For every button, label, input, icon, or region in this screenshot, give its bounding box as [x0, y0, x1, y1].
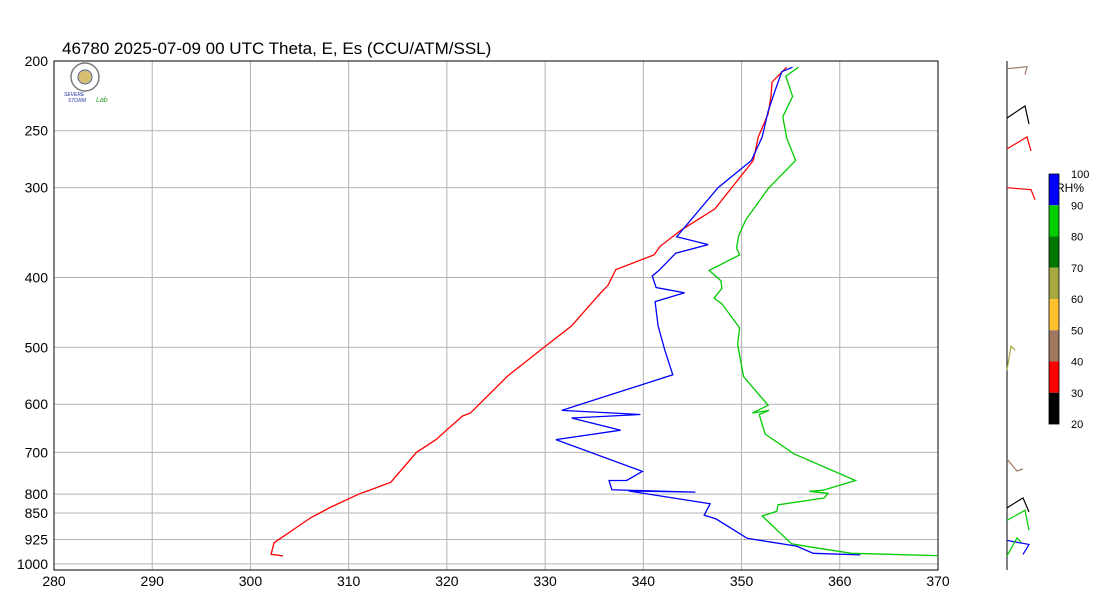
- y-tick-label: 850: [25, 505, 49, 521]
- rh-legend-tick: 50: [1071, 325, 1083, 337]
- rh-legend-label: RH%: [1056, 181, 1084, 195]
- series-group: [270, 66, 938, 557]
- x-tick-label: 350: [730, 573, 754, 589]
- rh-legend-swatch: [1049, 236, 1059, 268]
- wind-barb: [1006, 104, 1030, 125]
- y-tick-label: 600: [25, 396, 49, 412]
- wind-barb: [1006, 66, 1028, 75]
- y-tick-label: 925: [25, 531, 49, 547]
- y-tick-label: 300: [25, 180, 49, 196]
- y-tick-label: 250: [25, 123, 49, 139]
- rh-legend-tick: 70: [1071, 263, 1083, 275]
- x-tick-label: 340: [632, 573, 656, 589]
- x-tick-label: 310: [337, 573, 361, 589]
- logo-seal-inner-icon: [77, 69, 93, 85]
- rh-legend-swatch: [1049, 205, 1059, 237]
- rh-legend-tick: 40: [1071, 357, 1083, 369]
- logo-text-top: SEVERE: [64, 92, 85, 98]
- rh-legend-tick: 60: [1071, 294, 1083, 306]
- wind-barb: [1006, 539, 1030, 555]
- rh-legend-swatch: [1049, 299, 1059, 331]
- wind-barb: [1006, 344, 1016, 371]
- logo-text-middle: STORM: [68, 98, 87, 104]
- wind-barb: [1006, 496, 1030, 513]
- wind-barb: [1006, 536, 1022, 557]
- plot-area: [53, 60, 939, 571]
- wind-barb: [1006, 509, 1030, 531]
- y-tick-label: 400: [25, 270, 49, 286]
- x-tick-label: 290: [141, 573, 165, 589]
- wind-barb: [1006, 187, 1036, 200]
- rh-legend-swatch: [1049, 361, 1059, 393]
- y-axis: 200 250 300 400 500 600 700 800 850 925 1000: [17, 53, 48, 572]
- x-tick-label: 320: [435, 573, 459, 589]
- x-tick-label: 330: [533, 573, 557, 589]
- rh-legend-swatch: [1049, 267, 1059, 299]
- wind-barb: [1006, 136, 1032, 152]
- series-line-2: [555, 66, 861, 556]
- y-tick-label: 1000: [17, 556, 48, 572]
- x-tick-label: 280: [42, 573, 66, 589]
- chart-title: 46780 2025-07-09 00 UTC Theta, E, Es (CC…: [62, 39, 491, 58]
- y-tick-label: 800: [25, 486, 49, 502]
- rh-legend-tick: 90: [1071, 200, 1083, 212]
- rh-legend-tick: 80: [1071, 232, 1083, 244]
- wind-barb: [1006, 458, 1024, 472]
- rh-legend-tick: 30: [1071, 388, 1083, 400]
- rh-legend-swatch: [1049, 174, 1059, 206]
- x-tick-label: 370: [926, 573, 950, 589]
- grid: [54, 61, 938, 570]
- x-tick-label: 300: [239, 573, 263, 589]
- rh-legend-swatch: [1049, 330, 1059, 362]
- rh-legend-swatch: [1049, 392, 1059, 424]
- rh-legend: RH% 100 90 80 70 60 50 40 30 20: [1048, 169, 1089, 431]
- severe-storm-lab-logo: SEVERE STORM Lab: [64, 62, 108, 104]
- series-line-3: [707, 66, 938, 557]
- logo-text-bottom: Lab: [96, 97, 108, 104]
- rh-legend-frame: [1048, 173, 1060, 425]
- wind-barbs: [1006, 66, 1036, 557]
- x-axis: 280 290 300 310 320 330 340 350 360 370: [42, 573, 950, 589]
- y-tick-label: 200: [25, 53, 49, 69]
- y-tick-label: 700: [25, 444, 49, 460]
- rh-legend-tick: 100: [1071, 169, 1089, 181]
- rh-legend-tick: 20: [1071, 419, 1083, 431]
- y-tick-label: 500: [25, 339, 49, 355]
- x-tick-label: 360: [828, 573, 852, 589]
